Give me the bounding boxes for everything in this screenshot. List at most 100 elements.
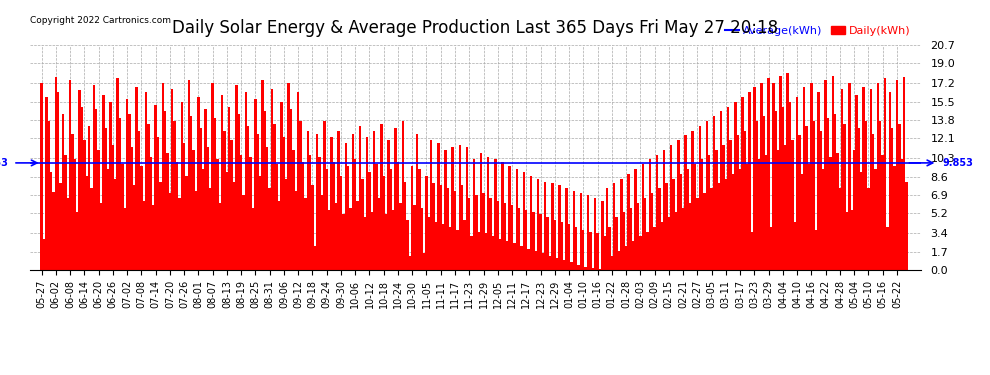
Bar: [138, 130, 141, 270]
Bar: [361, 178, 363, 270]
Bar: [435, 222, 438, 270]
Bar: [195, 191, 197, 270]
Bar: [409, 256, 411, 270]
Bar: [708, 154, 711, 270]
Bar: [845, 212, 848, 270]
Bar: [877, 82, 879, 270]
Bar: [691, 130, 694, 270]
Bar: [599, 269, 601, 270]
Bar: [494, 159, 497, 270]
Bar: [143, 201, 145, 270]
Bar: [727, 106, 730, 270]
Bar: [307, 130, 309, 270]
Bar: [411, 166, 414, 270]
Bar: [801, 174, 803, 270]
Bar: [675, 212, 677, 270]
Bar: [278, 201, 280, 270]
Bar: [57, 92, 59, 270]
Bar: [302, 162, 304, 270]
Bar: [808, 164, 810, 270]
Bar: [903, 77, 905, 270]
Bar: [226, 172, 228, 270]
Bar: [794, 222, 796, 270]
Bar: [813, 121, 815, 270]
Bar: [321, 195, 323, 270]
Bar: [786, 73, 789, 270]
Bar: [533, 212, 535, 270]
Bar: [806, 126, 808, 270]
Bar: [896, 80, 898, 270]
Bar: [442, 224, 445, 270]
Bar: [523, 172, 525, 270]
Bar: [594, 198, 596, 270]
Bar: [611, 256, 613, 270]
Bar: [713, 116, 715, 270]
Bar: [535, 251, 537, 270]
Bar: [592, 268, 594, 270]
Bar: [141, 166, 143, 270]
Bar: [480, 153, 482, 270]
Bar: [449, 227, 451, 270]
Bar: [164, 111, 166, 270]
Bar: [249, 157, 251, 270]
Bar: [762, 116, 765, 270]
Bar: [299, 121, 302, 270]
Bar: [655, 154, 658, 270]
Bar: [618, 251, 620, 270]
Bar: [416, 134, 418, 270]
Bar: [730, 140, 732, 270]
Bar: [263, 111, 266, 270]
Bar: [540, 214, 542, 270]
Bar: [200, 128, 202, 270]
Bar: [742, 97, 743, 270]
Bar: [418, 169, 421, 270]
Bar: [765, 154, 767, 270]
Bar: [204, 108, 207, 270]
Bar: [711, 188, 713, 270]
Bar: [54, 77, 57, 270]
Bar: [815, 230, 818, 270]
Bar: [76, 212, 78, 270]
Bar: [64, 154, 66, 270]
Bar: [61, 114, 64, 270]
Bar: [406, 220, 409, 270]
Bar: [572, 191, 575, 270]
Bar: [640, 236, 642, 270]
Bar: [620, 178, 623, 270]
Bar: [565, 188, 568, 270]
Bar: [66, 198, 69, 270]
Bar: [126, 99, 129, 270]
Bar: [735, 102, 737, 270]
Bar: [737, 135, 739, 270]
Bar: [596, 234, 599, 270]
Bar: [145, 92, 148, 270]
Bar: [862, 87, 865, 270]
Bar: [326, 169, 328, 270]
Bar: [682, 207, 684, 270]
Bar: [219, 203, 221, 270]
Bar: [580, 193, 582, 270]
Bar: [366, 137, 368, 270]
Bar: [358, 126, 361, 270]
Bar: [497, 201, 499, 270]
Bar: [254, 99, 256, 270]
Bar: [73, 159, 76, 270]
Bar: [575, 227, 577, 270]
Bar: [485, 234, 487, 270]
Bar: [772, 82, 774, 270]
Bar: [810, 82, 813, 270]
Bar: [646, 231, 648, 270]
Bar: [850, 210, 853, 270]
Bar: [414, 205, 416, 270]
Bar: [233, 182, 236, 270]
Bar: [114, 178, 117, 270]
Bar: [632, 241, 635, 270]
Bar: [178, 198, 180, 270]
Bar: [346, 166, 349, 270]
Bar: [328, 210, 331, 270]
Bar: [251, 207, 254, 270]
Bar: [440, 185, 442, 270]
Bar: [176, 162, 178, 270]
Bar: [601, 201, 604, 270]
Bar: [261, 80, 263, 270]
